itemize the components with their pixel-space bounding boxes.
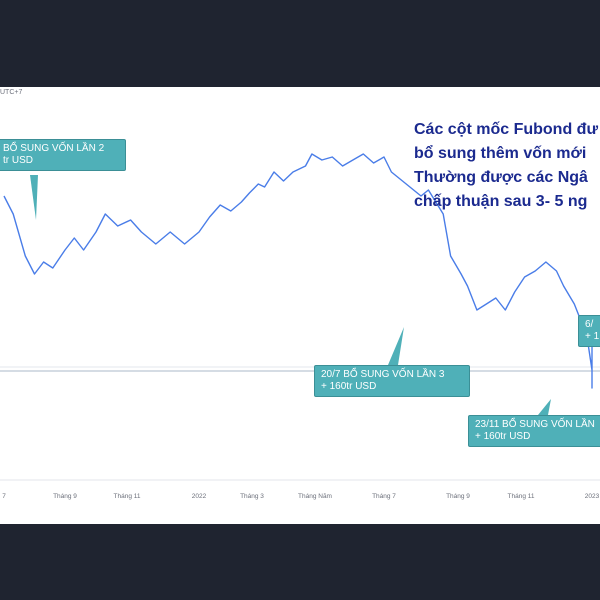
callout-line: 20/7 BỔ SUNG VỐN LẦN 3 bbox=[321, 369, 445, 380]
x-tick-label: Tháng 9 bbox=[53, 493, 77, 500]
note-line: Thường được các Ngâ bbox=[414, 169, 588, 186]
x-tick-label: Tháng 7 bbox=[372, 493, 396, 500]
note-line: Các cột mốc Fubond đư bbox=[414, 121, 599, 138]
price-series-line bbox=[3, 153, 593, 389]
callout-line: BỔ SUNG VỐN LẦN 2 bbox=[3, 143, 105, 154]
x-axis: 7 Tháng 9 Tháng 11 2022 Tháng 3 Tháng Năm Thán… bbox=[2, 493, 599, 500]
price-chart: 7 Tháng 9 Tháng 11 2022 Tháng 3 Tháng Năm Thán… bbox=[0, 153, 600, 500]
callout-pointer bbox=[30, 175, 38, 220]
x-tick-label: Tháng 9 bbox=[446, 493, 470, 500]
timezone-label: UTC+7 bbox=[0, 89, 23, 96]
callout-pointer bbox=[538, 399, 551, 415]
callout-line: 23/11 BỔ SUNG VỐN LẦN bbox=[475, 419, 595, 430]
callout-line: + 1 bbox=[585, 331, 600, 342]
x-tick-label: Tháng 11 bbox=[114, 493, 141, 500]
callout-pointer bbox=[388, 327, 404, 365]
note-line: chấp thuận sau 3- 5 ng bbox=[414, 193, 588, 210]
x-tick-label: 7 bbox=[2, 493, 6, 500]
callout-line: + 160tr USD bbox=[321, 381, 377, 392]
callout-capital-3: 20/7 BỔ SUNG VỐN LẦN 3 + 160tr USD bbox=[314, 365, 470, 397]
callout-capital-2: BỔ SUNG VỐN LẦN 2 tr USD bbox=[0, 139, 126, 171]
x-tick-label: Tháng 11 bbox=[508, 493, 535, 500]
x-tick-label: 2022 bbox=[192, 493, 207, 500]
callout-line: tr USD bbox=[3, 155, 33, 166]
note-line: bổ sung thêm vốn mới bbox=[414, 145, 587, 162]
x-tick-label: Tháng Năm bbox=[298, 493, 332, 500]
callout-line: 6/ bbox=[585, 319, 594, 330]
x-tick-label: Tháng 3 bbox=[240, 493, 264, 500]
annotation-note: Các cột mốc Fubond đư bổ sung thêm vốn m… bbox=[414, 118, 600, 214]
chart-panel: UTC+7 7 Tháng 9 Tháng 11 2022 Tháng 3 Tháng N… bbox=[0, 87, 600, 524]
callout-line: + 160tr USD bbox=[475, 431, 531, 442]
x-tick-label: 2023 bbox=[585, 493, 600, 500]
callout-capital-5: 6/ + 1 bbox=[578, 315, 600, 347]
callout-capital-4: 23/11 BỔ SUNG VỐN LẦN + 160tr USD bbox=[468, 415, 600, 447]
